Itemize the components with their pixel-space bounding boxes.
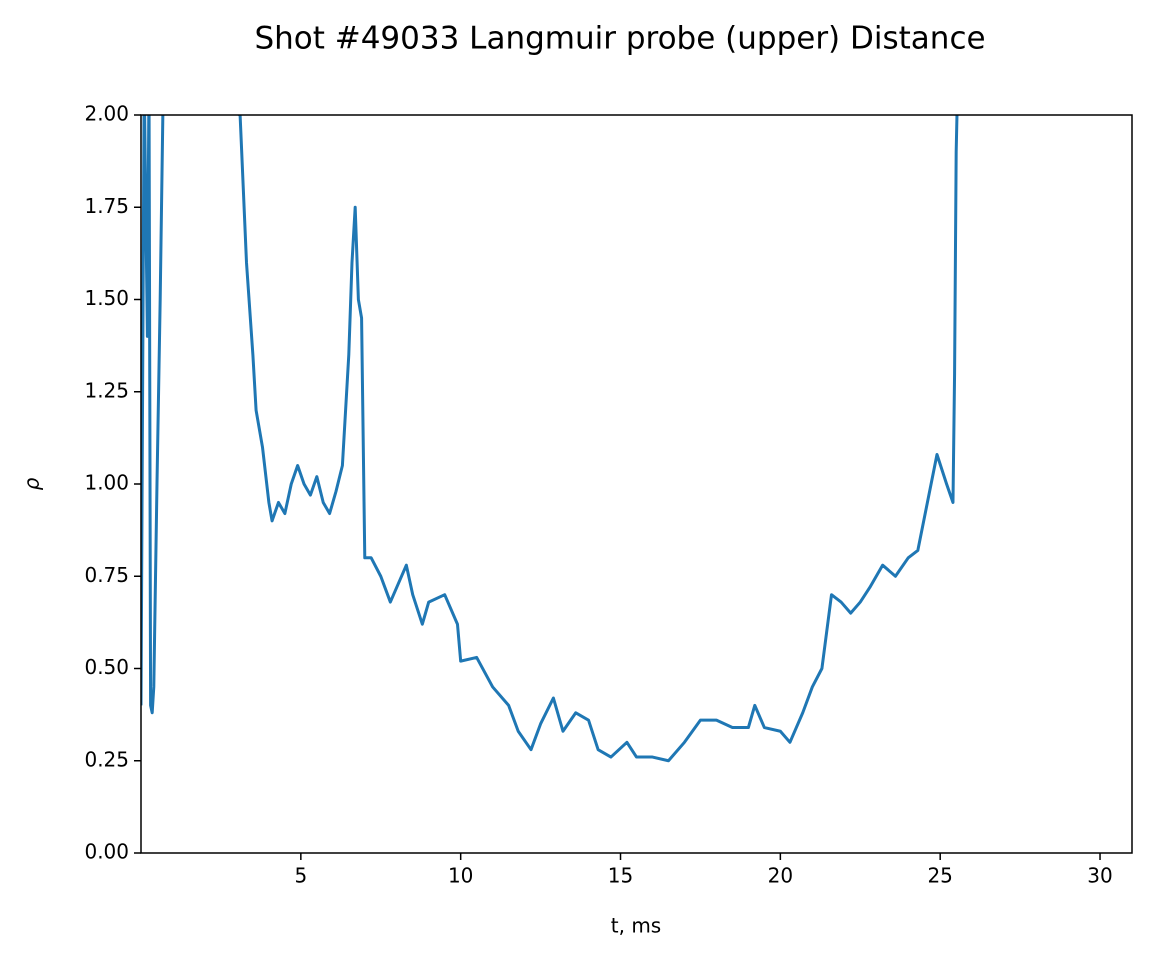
y-tick-label: 0.75: [84, 563, 129, 587]
plot-area: [141, 115, 959, 763]
data-line: [141, 115, 959, 763]
y-tick-label: 0.25: [84, 747, 129, 771]
chart-title: Shot #49033 Langmuir probe (upper) Dista…: [254, 21, 985, 57]
y-tick-label: 2.00: [84, 102, 129, 126]
x-tick-label: 5: [294, 864, 307, 888]
x-axis-label: t, ms: [611, 914, 661, 938]
y-tick-label: 1.00: [84, 471, 129, 495]
y-tick-label: 1.75: [84, 194, 129, 218]
y-tick-label: 0.50: [84, 655, 129, 679]
x-tick-label: 20: [768, 864, 793, 888]
x-tick-label: 30: [1087, 864, 1112, 888]
x-tick-label: 10: [448, 864, 473, 888]
y-tick-label: 1.25: [84, 378, 129, 402]
y-axis-label: ρ: [20, 477, 44, 490]
axes-frame: [140, 114, 1133, 854]
x-tick-label: 15: [608, 864, 633, 888]
y-tick-label: 1.50: [84, 286, 129, 310]
x-tick-label: 25: [927, 864, 952, 888]
y-tick-label: 0.00: [84, 840, 129, 864]
